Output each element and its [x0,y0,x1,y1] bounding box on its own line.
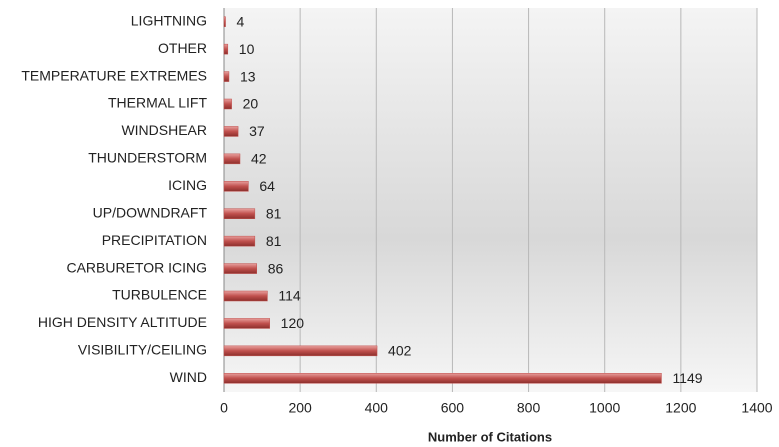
y-tick-label: OTHER [158,40,207,56]
bar [223,318,270,329]
y-tick-label: WINDSHEAR [121,122,207,138]
x-tick-label: 200 [288,400,312,416]
bar [223,181,249,192]
x-axis-title: Number of Citations [428,429,552,444]
bar [223,153,241,165]
bar [223,71,230,82]
bar [223,290,268,302]
y-tick-label: WIND [170,369,207,385]
y-tick-label: UP/DOWNDRAFT [93,204,208,220]
data-label: 13 [240,68,256,84]
x-tick-label: 400 [365,400,389,416]
data-label: 64 [259,178,275,194]
bar [223,373,662,384]
data-label: 402 [388,343,412,359]
y-tick-label: LIGHTNING [131,12,207,28]
x-tick-label: 800 [517,400,541,416]
bar [223,126,239,137]
x-tick-label: 0 [220,400,228,416]
data-label: 81 [266,205,282,221]
y-tick-label: PRECIPITATION [102,232,207,248]
bar [223,263,257,274]
bar [223,235,256,247]
y-tick-label: THUNDERSTORM [88,150,207,166]
y-tick-label: TURBULENCE [112,287,207,303]
data-label: 1149 [672,370,702,386]
y-tick-label: HIGH DENSITY ALTITUDE [38,314,207,330]
data-label: 10 [239,41,255,57]
x-tick-label: 1400 [741,400,772,416]
y-tick-label: TEMPERATURE EXTREMES [21,67,207,83]
data-label: 86 [268,260,284,276]
data-label: 20 [243,96,259,112]
data-label: 42 [251,151,267,167]
x-tick-label: 1000 [589,400,620,416]
bar [223,16,226,27]
plot-area [224,8,757,392]
data-label: 37 [249,123,265,139]
y-tick-label: CARBURETOR ICING [66,259,207,275]
bar [223,345,378,357]
y-tick-label: ICING [168,177,207,193]
y-tick-label: THERMAL LIFT [108,95,207,111]
x-tick-label: 600 [441,400,465,416]
data-label: 81 [266,233,282,249]
x-tick-label: 1200 [665,400,696,416]
data-label: 114 [278,288,301,304]
bar [223,98,232,110]
y-tick-label: VISIBILITY/CEILING [78,342,207,358]
data-label: 120 [281,315,305,331]
data-label: 4 [237,13,245,29]
bar [223,43,229,55]
bar [223,208,256,219]
